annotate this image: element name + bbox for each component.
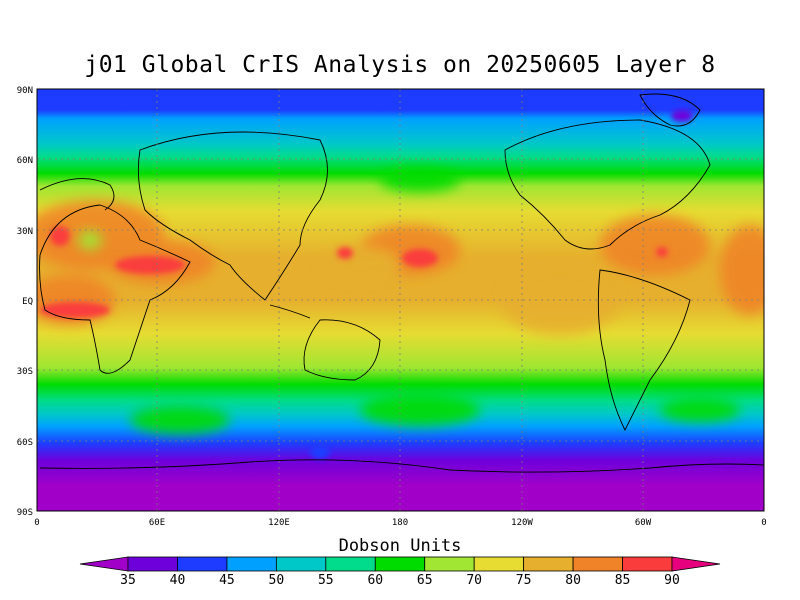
- ozone-field: [37, 89, 764, 511]
- colorbar-level-label: 40: [170, 573, 186, 588]
- australia-outline: [303, 319, 381, 381]
- north-america-outline: [504, 119, 711, 250]
- xtick-label: 0: [34, 518, 39, 528]
- colorbar-swatch: [424, 556, 475, 572]
- colorbar-level-label: 75: [516, 573, 532, 588]
- ytick-label: 30S: [17, 367, 33, 377]
- colorbar-low-arrow: [79, 556, 129, 572]
- ytick-label: 60S: [17, 438, 33, 448]
- plot-frame: [36, 88, 765, 512]
- colorbar-swatch: [177, 556, 228, 572]
- ytick-label: 60N: [17, 156, 33, 166]
- colorbar-level-label: 55: [318, 573, 334, 588]
- xtick-label: 0: [761, 518, 766, 528]
- ytick-label: EQ: [22, 297, 33, 307]
- red-hotspots: [40, 226, 668, 318]
- colorbar-level-label: 70: [466, 573, 482, 588]
- xtick-label: 60E: [149, 518, 165, 528]
- colorbar-level-label: 65: [417, 573, 433, 588]
- antarctica-outline: [39, 459, 764, 473]
- colorbar-high-arrow: [671, 556, 721, 572]
- colorbar-swatch: [275, 556, 327, 572]
- colorbar-swatch: [523, 556, 574, 572]
- colorbar-level-label: 85: [615, 573, 631, 588]
- xtick-label: 60W: [635, 518, 652, 528]
- colorbar-level-label: 80: [565, 573, 581, 588]
- x-axis-ticks: 0 60E 120E 180 120W 60W 0: [34, 518, 766, 528]
- colorbar-level-label: 50: [269, 573, 285, 588]
- asia-outline: [137, 131, 328, 301]
- colorbar-swatch: [622, 556, 673, 572]
- indonesia-outline: [269, 304, 311, 319]
- colorbar: 35 40 45 50 55 60 65 70 75 80 85 90: [79, 556, 721, 588]
- ytick-label: 90N: [17, 86, 33, 96]
- europe-outline: [39, 178, 115, 211]
- graticule: [37, 89, 764, 511]
- colorbar-title: Dobson Units: [338, 536, 462, 556]
- map-title: j01 Global CrIS Analysis on 20250605 Lay…: [84, 52, 716, 78]
- south-america-outline: [597, 269, 691, 432]
- xtick-label: 120E: [268, 518, 290, 528]
- xtick-label: 180: [392, 518, 408, 528]
- colorbar-level-label: 60: [367, 573, 383, 588]
- colorbar-swatch: [127, 556, 178, 572]
- colorbar-swatch: [572, 556, 623, 572]
- xtick-label: 120W: [511, 518, 533, 528]
- greenland-outline: [639, 93, 701, 127]
- coastlines: [39, 93, 764, 473]
- arctic-low: [310, 110, 693, 459]
- colorbar-swatch: [374, 556, 426, 572]
- y-axis-ticks: 90N 60N 30N EQ 30S 60S 90S: [17, 86, 33, 518]
- colorbar-level-label: 35: [120, 573, 136, 588]
- colorbar-swatch: [226, 556, 277, 572]
- ytick-label: 90S: [17, 508, 33, 518]
- colorbar-swatch: [473, 556, 525, 572]
- africa-outline: [39, 204, 191, 374]
- colorbar-level-label: 90: [664, 573, 680, 588]
- colorbar-level-label: 45: [219, 573, 235, 588]
- colorbar-swatch: [325, 556, 376, 572]
- ytick-label: 30N: [17, 227, 33, 237]
